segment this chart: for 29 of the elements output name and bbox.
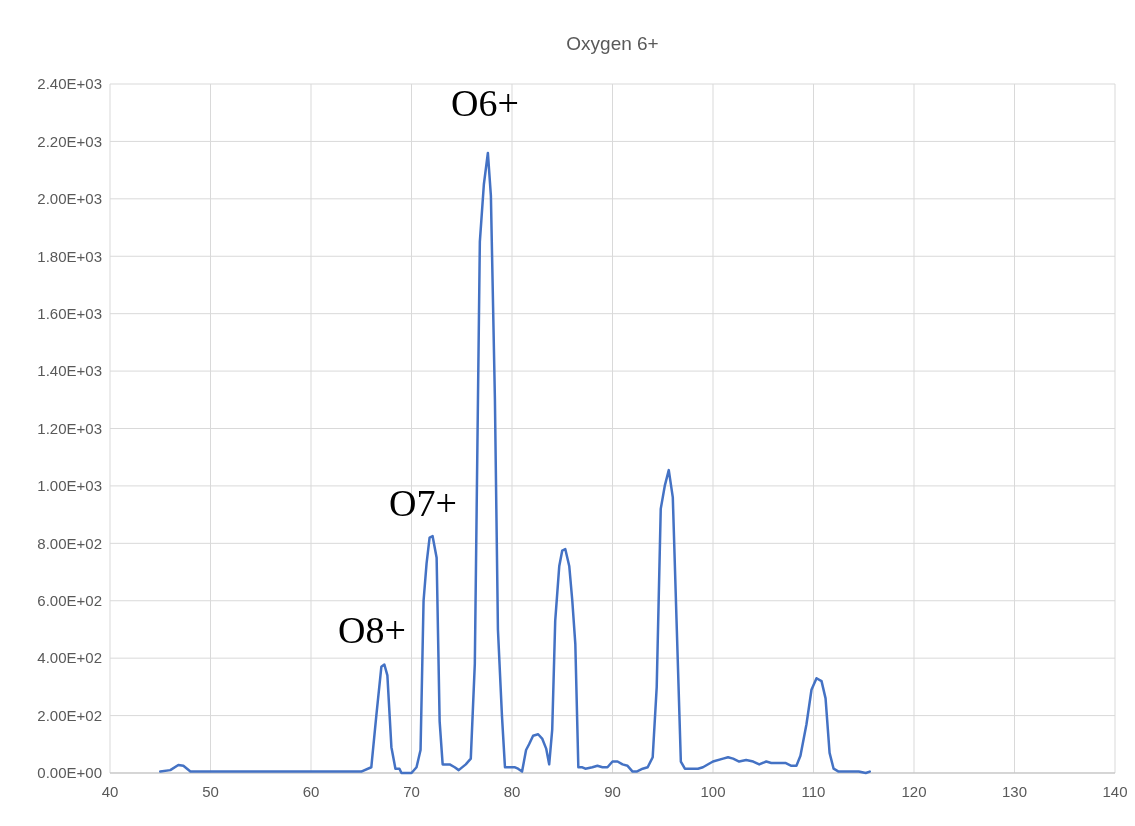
- y-tick-label: 6.00E+02: [37, 592, 102, 609]
- y-tick-label: 2.00E+03: [37, 190, 102, 208]
- chart-title: Oxygen 6+: [566, 33, 659, 54]
- x-tick-label: 40: [101, 783, 119, 800]
- x-tick-label: 70: [403, 783, 420, 800]
- annotation: O7+: [389, 482, 457, 525]
- x-tick-label: 100: [700, 783, 726, 800]
- line-series: [159, 151, 872, 775]
- x-tick-label: 80: [503, 783, 521, 800]
- y-tick-label: 2.00E+02: [37, 706, 102, 724]
- y-tick-label: 0.00E+00: [37, 764, 102, 782]
- y-tick-label: 1.80E+03: [37, 247, 102, 265]
- y-tick-label: 1.00E+03: [37, 477, 102, 495]
- x-tick-label: 110: [801, 783, 826, 800]
- y-tick-label: 4.00E+02: [37, 649, 102, 667]
- x-tick-label: 90: [604, 783, 621, 800]
- y-tick-label: 1.40E+03: [37, 362, 102, 380]
- x-tick-label: 140: [1102, 783, 1128, 800]
- x-tick-label: 60: [302, 783, 320, 800]
- y-tick-label: 2.40E+03: [37, 75, 102, 93]
- annotation: O8+: [338, 609, 406, 652]
- y-tick-label: 2.20E+03: [37, 132, 102, 150]
- y-tick-label: 1.60E+03: [37, 304, 102, 322]
- y-tick-label: 8.00E+02: [37, 534, 102, 552]
- x-tick-label: 50: [202, 783, 219, 800]
- annotation: O6+: [451, 82, 519, 125]
- y-tick-label: 1.20E+03: [37, 419, 102, 437]
- x-tick-label: 130: [1001, 783, 1028, 800]
- x-tick-label: 120: [901, 783, 927, 800]
